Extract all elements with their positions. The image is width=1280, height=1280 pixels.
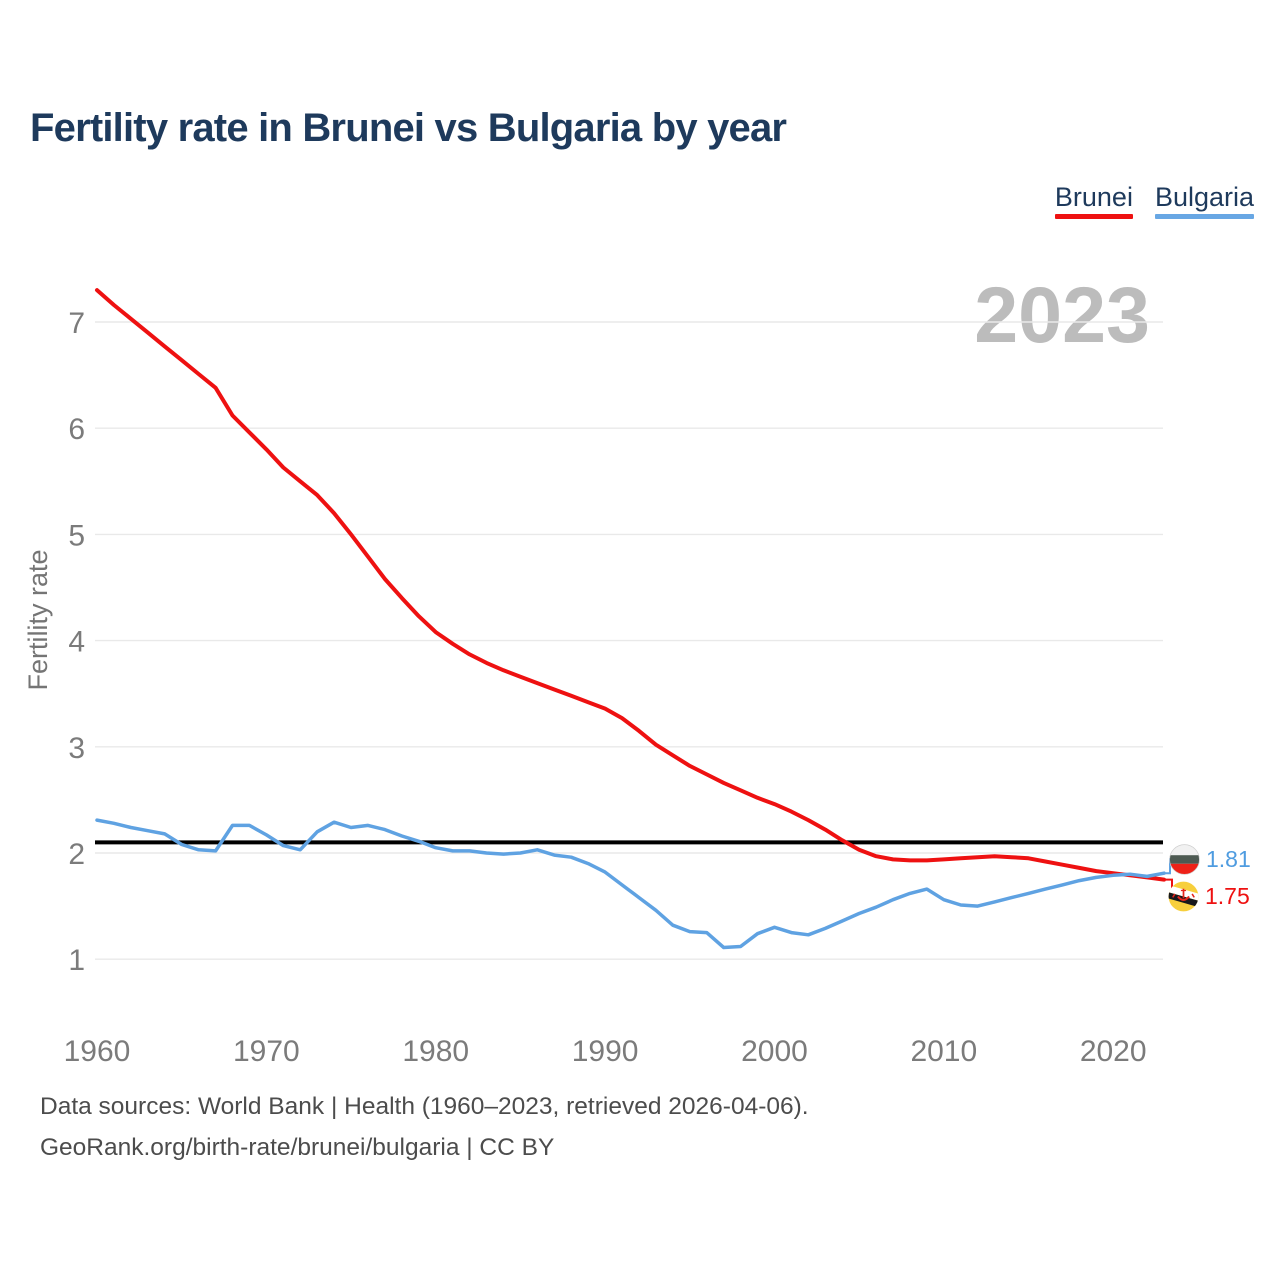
end-label-brunei: 1.75 [1168, 880, 1250, 913]
x-tick-label-2000: 2000 [741, 1035, 808, 1068]
x-tick-label-2020: 2020 [1080, 1035, 1147, 1068]
footer-attribution-line: GeoRank.org/birth-rate/brunei/bulgaria |… [40, 1134, 555, 1161]
legend-item-brunei[interactable]: Brunei [1054, 182, 1133, 220]
brunei-flag-icon [1168, 881, 1199, 912]
bulgaria-end-value: 1.81 [1206, 846, 1251, 872]
brunei-end-value: 1.75 [1205, 883, 1250, 909]
y-tick-label-5: 5 [68, 519, 85, 552]
y-tick-label-3: 3 [68, 732, 85, 765]
page-title: Fertility rate in Brunei vs Bulgaria by … [30, 106, 787, 150]
x-tick-label-1970: 1970 [233, 1035, 300, 1068]
legend-swatch-bulgaria [1154, 214, 1254, 220]
legend-label-brunei: Brunei [1054, 182, 1133, 212]
footer-sources-line: Data sources: World Bank | Health (1960–… [40, 1093, 809, 1120]
y-tick-label-7: 7 [68, 307, 85, 340]
y-tick-label-6: 6 [68, 413, 85, 446]
x-tick-label-1960: 1960 [64, 1035, 131, 1068]
watermark-label: 2023 [974, 270, 1150, 359]
x-tick-label-1990: 1990 [572, 1035, 639, 1068]
y-tick-label-1: 1 [68, 944, 85, 977]
end-label-bulgaria: 1.81 [1169, 843, 1251, 876]
legend-item-bulgaria[interactable]: Bulgaria [1154, 182, 1254, 220]
legend: Brunei Bulgaria [1054, 182, 1254, 220]
bulgaria-flag-icon [1169, 844, 1200, 875]
y-tick-label-2: 2 [68, 838, 85, 871]
legend-swatch-brunei [1054, 214, 1133, 220]
legend-label-bulgaria: Bulgaria [1154, 182, 1254, 212]
x-tick-label-1980: 1980 [402, 1035, 469, 1068]
chart-footer: Data sources: World Bank | Health (1960–… [40, 1086, 809, 1168]
y-axis-title: Fertility rate [23, 549, 53, 690]
x-tick-label-2010: 2010 [910, 1035, 977, 1068]
y-tick-label-4: 4 [68, 626, 85, 659]
bulgaria-line [95, 818, 1166, 950]
brunei-line [95, 288, 1166, 882]
